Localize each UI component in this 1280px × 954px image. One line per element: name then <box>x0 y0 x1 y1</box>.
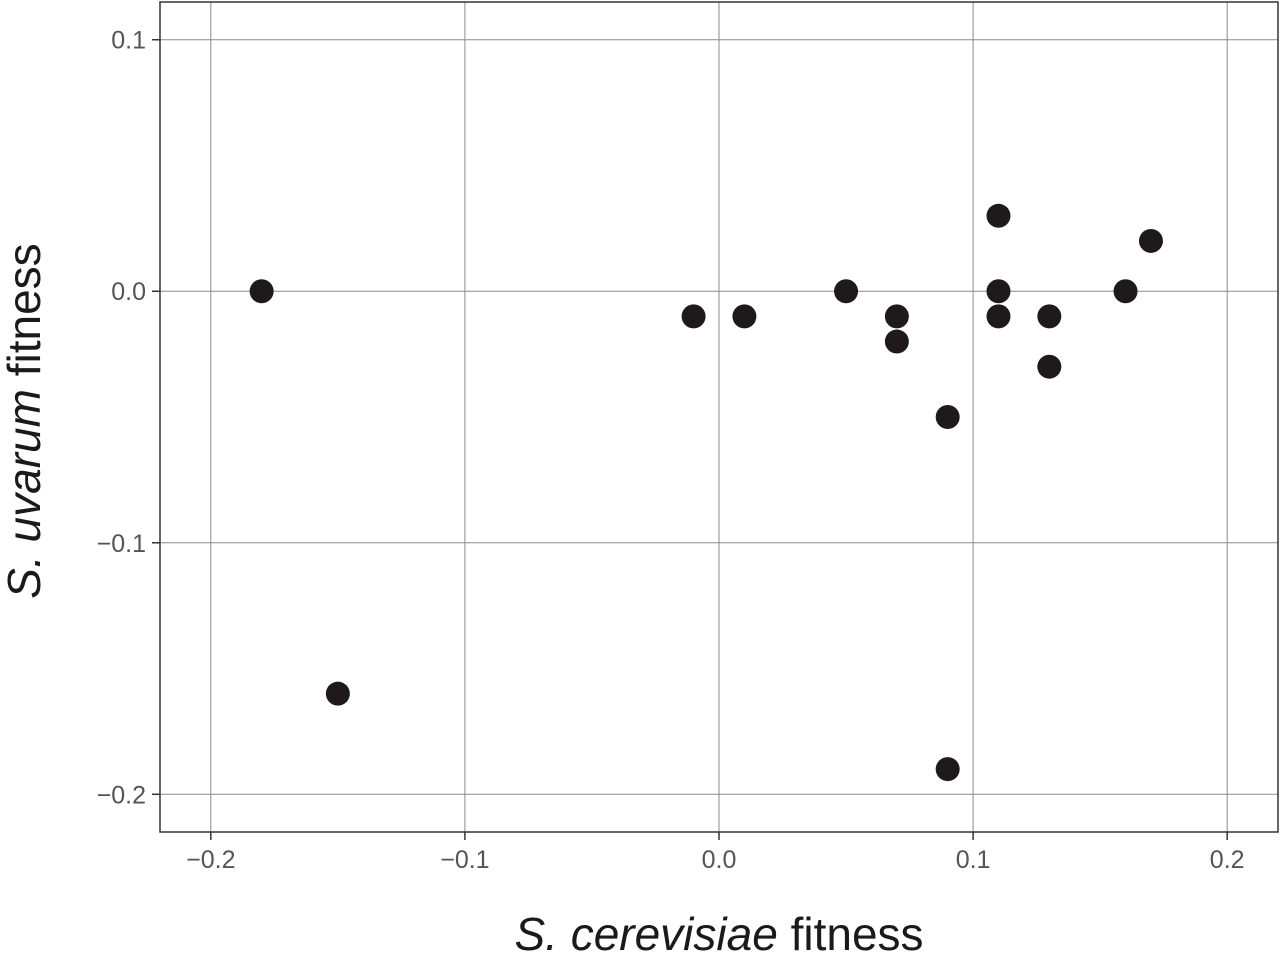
data-point-12 <box>1037 304 1062 329</box>
y-tick-label: −0.1 <box>97 530 146 558</box>
data-point-11 <box>986 304 1011 329</box>
data-point-7 <box>935 405 960 429</box>
data-point-14 <box>1113 279 1138 304</box>
axis-ticks: −0.2 −0.1 0.0 0.1 0.2 0.1 0.0 −0.1 −0.2 <box>97 27 1245 874</box>
data-point-15 <box>1138 228 1163 253</box>
x-tick-label: −0.1 <box>440 846 489 874</box>
data-point-2 <box>681 304 706 329</box>
y-axis-title-rest: fitness <box>0 243 50 376</box>
data-point-6 <box>884 329 909 354</box>
data-point-0 <box>249 279 274 304</box>
data-point-8 <box>935 757 960 782</box>
x-tick-label: −0.2 <box>186 846 235 874</box>
x-axis-title-species: S. cerevisiae <box>514 908 777 954</box>
y-tick-label: 0.1 <box>111 27 146 55</box>
x-axis-title: S. cerevisiae fitness <box>514 908 923 954</box>
y-axis-title: S. uvarum fitness <box>0 243 50 598</box>
data-points <box>249 203 1163 782</box>
x-axis-title-rest: fitness <box>791 908 924 954</box>
data-point-4 <box>834 279 859 304</box>
data-point-3 <box>732 304 757 329</box>
data-point-1 <box>325 681 350 706</box>
x-tick-label: 0.2 <box>1210 846 1245 874</box>
y-tick-label: −0.2 <box>97 781 146 809</box>
data-point-9 <box>986 203 1011 228</box>
y-axis-title-species: S. uvarum <box>0 389 50 599</box>
grid-lines <box>160 2 1278 832</box>
x-tick-label: 0.1 <box>956 846 991 874</box>
y-tick-label: 0.0 <box>111 278 146 306</box>
data-point-10 <box>986 279 1011 304</box>
x-tick-label: 0.0 <box>702 846 737 874</box>
data-point-5 <box>884 304 909 329</box>
data-point-13 <box>1037 354 1062 379</box>
